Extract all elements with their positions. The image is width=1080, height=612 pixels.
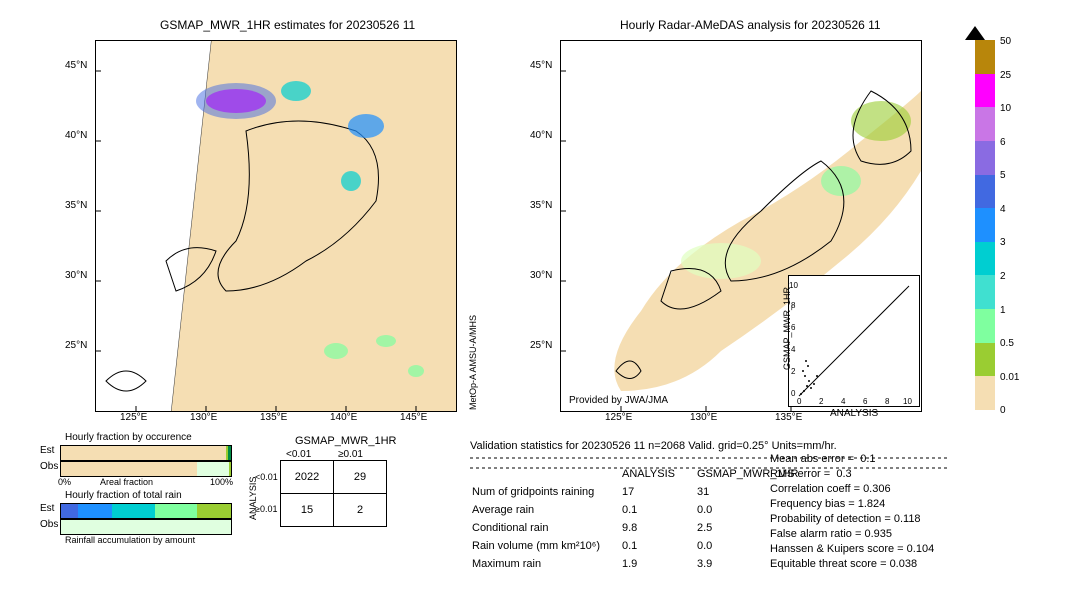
stat-val: 0.1 bbox=[622, 502, 695, 518]
svg-text:10: 10 bbox=[903, 397, 912, 406]
scatter-xlabel: ANALYSIS bbox=[830, 408, 878, 419]
metric-row: Equitable threat score = 0.038 bbox=[770, 557, 934, 572]
cb-tick: 0.5 bbox=[1000, 338, 1014, 349]
map-title-left: GSMAP_MWR_1HR estimates for 20230526 11 bbox=[160, 18, 415, 32]
cb-tick: 3 bbox=[1000, 237, 1006, 248]
metric-row: Mean abs error = 0.1 bbox=[770, 452, 934, 467]
lat-tick: 35°N bbox=[530, 200, 552, 211]
svg-text:2: 2 bbox=[819, 397, 824, 406]
cb-tick: 10 bbox=[1000, 103, 1011, 114]
provider-label: Provided by JWA/JMA bbox=[569, 395, 668, 406]
cont-cell: 2 bbox=[334, 494, 387, 527]
lon-tick: 135°E bbox=[775, 412, 802, 423]
lat-tick: 30°N bbox=[530, 270, 552, 281]
totalrain-title: Hourly fraction of total rain bbox=[65, 490, 182, 501]
row-label: Obs bbox=[40, 461, 58, 472]
stat-val: 0.1 bbox=[622, 538, 695, 554]
cont-cell: 29 bbox=[334, 461, 387, 494]
stat-val: 9.8 bbox=[622, 520, 695, 536]
svg-text:0: 0 bbox=[791, 389, 796, 398]
cb-tick: 1 bbox=[1000, 305, 1006, 316]
cb-tick: 0.01 bbox=[1000, 372, 1019, 383]
stat-val: 17 bbox=[622, 484, 695, 500]
stat-val: 1.9 bbox=[622, 556, 695, 572]
stat-label: Maximum rain bbox=[472, 556, 620, 572]
sat-label: MetOp-A AMSU-A/MHS bbox=[468, 315, 478, 410]
cb-tick: 0 bbox=[1000, 405, 1006, 416]
stat-label: Rain volume (mm km²10⁶) bbox=[472, 538, 620, 554]
colorbar-arrow bbox=[965, 26, 985, 40]
metric-row: Correlation coeff = 0.306 bbox=[770, 482, 934, 497]
validation-title: Validation statistics for 20230526 11 n=… bbox=[470, 440, 950, 452]
scatter-ylabel: GSMAP_MWR_1HR bbox=[782, 287, 792, 370]
cont-row0: <0.01 bbox=[255, 472, 278, 482]
cb-tick: 25 bbox=[1000, 70, 1011, 81]
cont-cell: 15 bbox=[281, 494, 334, 527]
lat-tick: 45°N bbox=[530, 60, 552, 71]
occurrence-title: Hourly fraction by occurence bbox=[65, 432, 192, 443]
cb-tick: 2 bbox=[1000, 271, 1006, 282]
row-label: Obs bbox=[40, 519, 58, 530]
lon-tick: 130°E bbox=[690, 412, 717, 423]
lon-tick: 125°E bbox=[605, 412, 632, 423]
tot-obs-bar bbox=[60, 518, 232, 536]
lat-tick: 40°N bbox=[65, 130, 87, 141]
lat-tick: 35°N bbox=[65, 200, 87, 211]
lon-tick: 125°E bbox=[120, 412, 147, 423]
cont-header: GSMAP_MWR_1HR bbox=[295, 435, 396, 447]
cont-col0: <0.01 bbox=[286, 449, 311, 460]
row-label: Est bbox=[40, 445, 54, 456]
lat-tick: 25°N bbox=[65, 340, 87, 351]
lat-tick: 40°N bbox=[530, 130, 552, 141]
stat-label: Conditional rain bbox=[472, 520, 620, 536]
map-left-svg bbox=[96, 41, 456, 411]
scatter-inset: 024 6810 024 6810 bbox=[788, 275, 920, 407]
metric-row: Frequency bias = 1.824 bbox=[770, 497, 934, 512]
lon-tick: 140°E bbox=[330, 412, 357, 423]
svg-text:0: 0 bbox=[797, 397, 802, 406]
colorbar bbox=[975, 40, 995, 410]
cont-cell: 2022 bbox=[281, 461, 334, 494]
cont-row1: ≥0.01 bbox=[255, 504, 277, 514]
totalrain-footer: Rainfall accumulation by amount bbox=[65, 535, 195, 545]
metric-row: False alarm ratio = 0.935 bbox=[770, 527, 934, 542]
map-title-right: Hourly Radar-AMeDAS analysis for 2023052… bbox=[620, 18, 881, 32]
lon-tick: 145°E bbox=[400, 412, 427, 423]
stat-label: Num of gridpoints raining bbox=[472, 484, 620, 500]
lat-tick: 25°N bbox=[530, 340, 552, 351]
cb-tick: 6 bbox=[1000, 137, 1006, 148]
lat-tick: 45°N bbox=[65, 60, 87, 71]
metric-row: Probability of detection = 0.118 bbox=[770, 512, 934, 527]
metrics-block: Mean abs error = 0.1 RMS error = 0.3 Cor… bbox=[770, 452, 934, 572]
lat-tick: 30°N bbox=[65, 270, 87, 281]
stat-label: Average rain bbox=[472, 502, 620, 518]
svg-text:6: 6 bbox=[863, 397, 868, 406]
axis-left: 0% bbox=[58, 477, 71, 487]
cb-tick: 4 bbox=[1000, 204, 1006, 215]
map-left bbox=[95, 40, 457, 412]
axis-label: Areal fraction bbox=[100, 477, 153, 487]
cb-tick: 50 bbox=[1000, 36, 1011, 47]
metric-row: RMS error = 0.3 bbox=[770, 467, 934, 482]
occ-obs-bar bbox=[60, 460, 232, 478]
svg-text:4: 4 bbox=[841, 397, 846, 406]
lon-tick: 135°E bbox=[260, 412, 287, 423]
cb-tick: 5 bbox=[1000, 170, 1006, 181]
row-label: Est bbox=[40, 503, 54, 514]
cont-col1: ≥0.01 bbox=[338, 449, 363, 460]
contingency-table: 202229 152 bbox=[280, 460, 387, 527]
metric-row: Hanssen & Kuipers score = 0.104 bbox=[770, 542, 934, 557]
lon-tick: 130°E bbox=[190, 412, 217, 423]
axis-right: 100% bbox=[210, 477, 233, 487]
svg-text:8: 8 bbox=[885, 397, 890, 406]
